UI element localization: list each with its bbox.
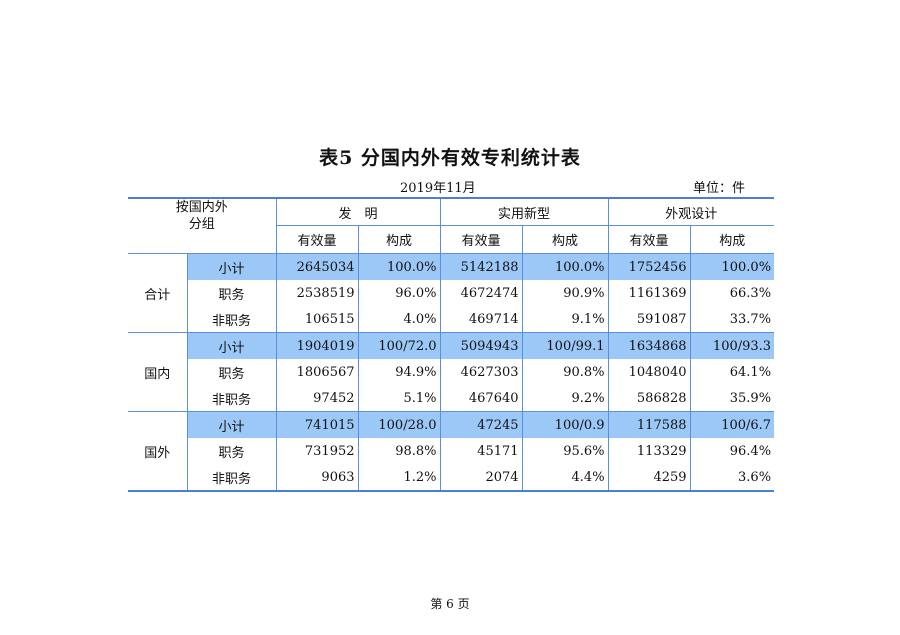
cell: 1161369: [607, 280, 691, 306]
cell: 96.0%: [357, 280, 441, 306]
row-label: 职务: [187, 280, 277, 306]
row-label: 职务: [187, 438, 277, 464]
cell: 5094943: [439, 332, 523, 359]
group-total: 合计 小计 2645034 100.0% 5142188 100.0% 1752…: [128, 253, 775, 333]
cell: 100/93.3: [689, 332, 775, 359]
cell: 64.1%: [689, 359, 775, 385]
cell: 100.0%: [689, 253, 775, 280]
subcol-header: 构成: [357, 225, 441, 254]
header-row-subcols: 有效量 构成 有效量 构成 有效量 构成: [128, 225, 775, 254]
cell: 5142188: [439, 253, 523, 280]
cell: 4259: [607, 464, 691, 491]
cell: 1.2%: [357, 464, 441, 491]
patent-stats-table: 按国内外 分组 发 明 实用新型 外观设计 有效量 构成 有效量 构成 有效量 …: [128, 197, 775, 492]
table-row: 职务 1806567 94.9% 4627303 90.8% 1048040 6…: [128, 359, 775, 385]
cell: 1904019: [275, 332, 359, 359]
group-label: 合计: [128, 253, 188, 333]
cell: 100/99.1: [521, 332, 609, 359]
unit-label: 单位：件: [693, 181, 746, 196]
group-foreign: 国外 小计 741015 100/28.0 47245 100/0.9 1175…: [128, 411, 775, 491]
subcol-header: 构成: [521, 225, 609, 254]
cell: 591087: [607, 306, 691, 333]
group-label: 国内: [128, 332, 188, 412]
cell: 98.8%: [357, 438, 441, 464]
cell: 3.6%: [689, 464, 775, 491]
cell: 106515: [275, 306, 359, 333]
cell: 2074: [439, 464, 523, 491]
cell: 586828: [607, 385, 691, 412]
group-header-design: 外观设计: [607, 197, 775, 226]
cell: 2538519: [275, 280, 359, 306]
subcol-header: 有效量: [439, 225, 523, 254]
cell: 731952: [275, 438, 359, 464]
report-date: 2019年11月: [400, 181, 476, 196]
cell: 5.1%: [357, 385, 441, 412]
table-row: 国外 小计 741015 100/28.0 47245 100/0.9 1175…: [128, 411, 775, 491]
table-row: 非职务 97452 5.1% 467640 9.2% 586828 35.9%: [128, 385, 775, 412]
corner-line-1: 按国内外: [175, 200, 228, 215]
table-row: 合计 小计 2645034 100.0% 5142188 100.0% 1752…: [128, 253, 775, 333]
table-row: 国内 小计 1904019 100/72.0 5094943 100/99.1 …: [128, 332, 775, 412]
cell: 96.4%: [689, 438, 775, 464]
cell: 100/0.9: [521, 411, 609, 438]
group-label: 国外: [128, 411, 188, 491]
cell: 9.1%: [521, 306, 609, 333]
cell: 1048040: [607, 359, 691, 385]
cell: 1752456: [607, 253, 691, 280]
cell: 117588: [607, 411, 691, 438]
cell: 4.0%: [357, 306, 441, 333]
cell: 469714: [439, 306, 523, 333]
row-label: 小计: [186, 332, 277, 359]
corner-line-2: 分组: [188, 217, 215, 232]
cell: 90.8%: [521, 359, 609, 385]
table-row: 职务 2538519 96.0% 4672474 90.9% 1161369 6…: [128, 280, 775, 306]
cell: 47245: [439, 411, 523, 438]
cell: 45171: [439, 438, 523, 464]
row-label: 非职务: [187, 306, 277, 333]
subcol-header: 有效量: [276, 225, 359, 254]
cell: 1634868: [607, 332, 691, 359]
corner-header: 按国内外 分组: [128, 197, 277, 254]
cell: 9063: [275, 464, 359, 491]
table-row: 非职务 9063 1.2% 2074 4.4% 4259 3.6%: [128, 464, 775, 491]
cell: 33.7%: [689, 306, 775, 333]
cell: 9.2%: [521, 385, 609, 412]
group-domestic: 国内 小计 1904019 100/72.0 5094943 100/99.1 …: [128, 332, 775, 412]
table-row: 职务 731952 98.8% 45171 95.6% 113329 96.4%: [128, 438, 775, 464]
header-row-groups: 按国内外 分组 发 明 实用新型 外观设计: [128, 197, 775, 254]
cell: 66.3%: [689, 280, 775, 306]
group-header-utility-model: 实用新型: [439, 197, 609, 226]
row-label: 非职务: [187, 385, 277, 412]
cell: 113329: [607, 438, 691, 464]
cell: 741015: [275, 411, 359, 438]
cell: 94.9%: [357, 359, 441, 385]
cell: 95.6%: [521, 438, 609, 464]
group-header-invention: 发 明: [275, 197, 441, 226]
cell: 4627303: [439, 359, 523, 385]
cell: 467640: [439, 385, 523, 412]
cell: 100/72.0: [357, 332, 441, 359]
cell: 100/6.7: [689, 411, 775, 438]
cell: 4672474: [439, 280, 523, 306]
subcol-header: 构成: [689, 225, 775, 254]
row-label: 小计: [186, 411, 277, 438]
subcol-header: 有效量: [607, 225, 691, 254]
cell: 4.4%: [521, 464, 609, 491]
cell: 1806567: [275, 359, 359, 385]
page-number: 第 6 页: [430, 597, 470, 611]
row-label: 职务: [187, 359, 277, 385]
table-row: 非职务 106515 4.0% 469714 9.1% 591087 33.7%: [128, 306, 775, 333]
table-title: 表5 分国内外有效专利统计表: [319, 147, 581, 169]
cell: 100.0%: [357, 253, 441, 280]
cell: 100.0%: [521, 253, 609, 280]
cell: 90.9%: [521, 280, 609, 306]
cell: 2645034: [275, 253, 359, 280]
cell: 100/28.0: [357, 411, 441, 438]
row-label: 小计: [186, 253, 277, 280]
cell: 97452: [275, 385, 359, 412]
cell: 35.9%: [689, 385, 775, 412]
row-label: 非职务: [187, 464, 277, 491]
